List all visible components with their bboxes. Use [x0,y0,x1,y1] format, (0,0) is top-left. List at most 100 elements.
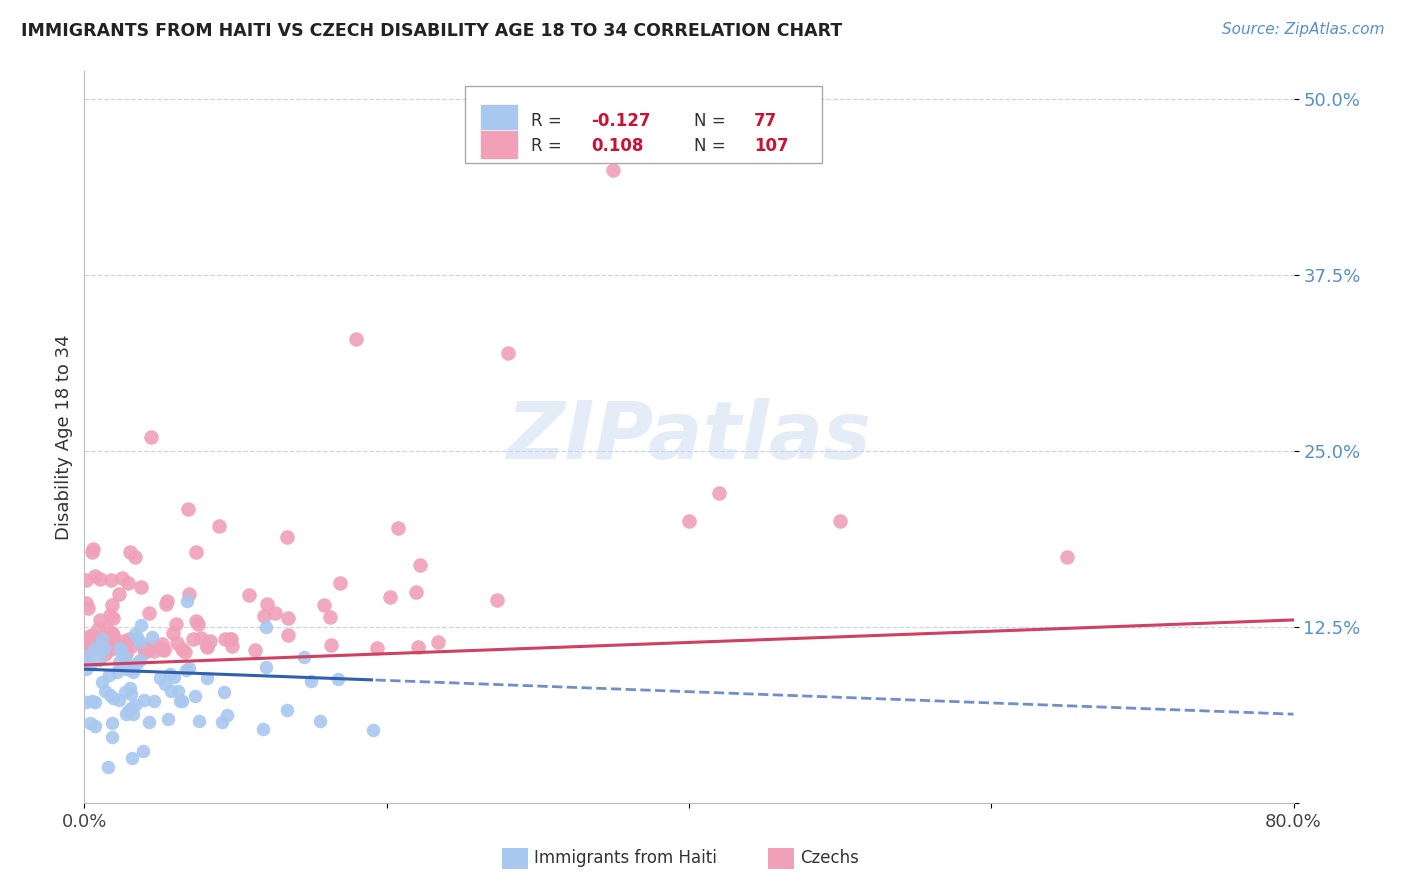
Point [156,594,179,608]
Point [163,671,186,685]
Point [215,707,238,722]
Point [212,685,235,699]
Point [221,639,243,653]
Point [176,594,198,608]
Point [125,630,148,644]
Point [170,642,193,657]
Point [120,545,142,559]
Point [132,744,155,758]
Point [218,632,240,647]
Point [84,641,107,656]
Point [103,628,125,642]
Text: Source: ZipAtlas.com: Source: ZipAtlas.com [1222,22,1385,37]
Point [110,645,132,659]
Point [93,642,115,657]
Point [197,671,219,685]
Point [156,712,179,726]
Point [129,653,152,667]
Point [105,637,128,651]
Text: ZIPatlas: ZIPatlas [506,398,872,476]
Point [118,662,141,676]
Point [366,640,388,655]
Point [276,530,298,544]
Point [254,620,277,634]
Point [142,694,165,708]
Point [101,626,124,640]
Point [308,714,330,728]
FancyBboxPatch shape [465,86,823,163]
Point [80,641,103,656]
Point [166,636,188,650]
Point [314,598,336,612]
FancyBboxPatch shape [768,848,794,869]
Point [90,674,112,689]
Point [96,638,118,652]
Point [138,606,160,620]
Point [101,611,124,625]
Point [141,639,163,653]
Point [82,629,104,643]
Point [138,715,160,730]
Point [108,641,131,656]
Point [94,621,117,635]
Point [89,572,111,586]
Point [82,541,104,556]
Point [405,585,427,599]
Point [75,646,97,660]
Point [214,632,236,647]
Y-axis label: Disability Age 18 to 34: Disability Age 18 to 34 [55,334,73,540]
FancyBboxPatch shape [479,104,519,134]
Point [186,545,208,559]
Point [277,610,299,624]
Point [129,635,152,649]
Point [141,630,163,644]
Point [120,639,142,653]
Point [111,634,134,648]
Point [80,628,103,642]
Point [101,598,124,612]
Point [387,521,409,535]
Text: Czechs: Czechs [800,849,859,867]
Point [93,632,115,647]
Text: -0.127: -0.127 [591,112,651,129]
Point [211,715,233,730]
Point [111,571,134,585]
Point [104,640,127,655]
Point [76,630,98,644]
Point [485,592,508,607]
Point [134,693,156,707]
Point [98,607,121,622]
Point [89,613,111,627]
Point [149,671,172,685]
Point [195,639,218,653]
Point [329,576,352,591]
Point [108,587,131,601]
Point [91,632,114,647]
Point [97,640,120,654]
Point [276,703,298,717]
Point [181,632,204,646]
Point [124,626,146,640]
Text: Immigrants from Haiti: Immigrants from Haiti [534,849,717,867]
Point [208,519,231,533]
Point [292,649,315,664]
Point [153,642,176,657]
Point [361,723,384,737]
Point [139,429,162,443]
Text: 77: 77 [754,112,778,129]
Point [108,693,131,707]
Point [117,576,139,591]
Point [380,590,402,604]
Point [176,501,198,516]
Point [90,640,112,654]
Point [83,569,105,583]
Point [80,545,103,559]
Point [75,662,97,676]
Point [75,574,97,588]
Point [132,640,155,654]
Point [75,596,97,610]
Point [117,704,139,718]
Point [187,714,209,728]
Point [98,689,121,703]
Point [165,617,187,632]
